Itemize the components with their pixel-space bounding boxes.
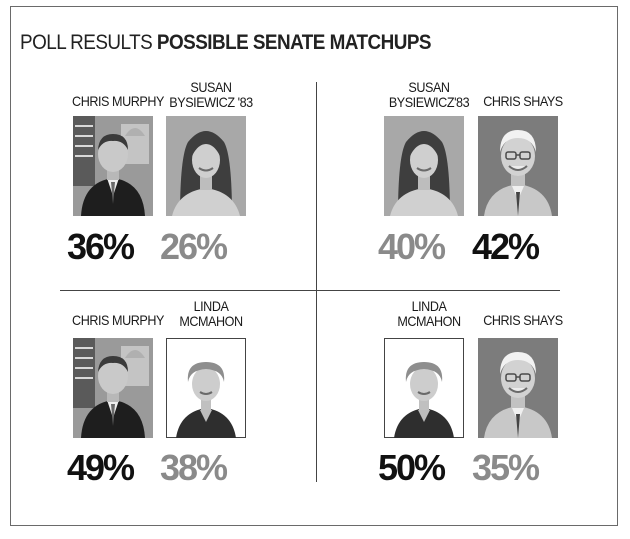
name-line-2: MCMAHON	[397, 313, 461, 329]
title-bold: POSSIBLE SENATE MATCHUPS	[156, 31, 432, 54]
vote-percentage: 38%	[160, 447, 228, 488]
matchup-mcmahon-shays: LINDA MCMAHON 50% CHRIS SHAYS 35%	[378, 299, 630, 513]
chart-title: POLL RESULTS POSSIBLE SENATE MATCHUPS	[20, 31, 432, 55]
shays-portrait	[478, 338, 558, 438]
horizontal-divider	[60, 290, 560, 291]
bysiewicz-portrait	[384, 116, 464, 216]
name-line-1: SUSAN	[190, 79, 232, 95]
vertical-divider	[316, 82, 317, 482]
vote-percentage: 35%	[472, 447, 540, 488]
candidate-name: LINDA MCMAHON	[371, 299, 488, 329]
name-line-2: BYSIEWICZ '83	[169, 94, 253, 110]
vote-percentage: 42%	[472, 226, 540, 267]
mcmahon-portrait	[166, 338, 246, 438]
candidate-name: LINDA MCMAHON	[153, 299, 270, 329]
vote-percentage: 26%	[160, 226, 228, 267]
shays-portrait	[478, 116, 558, 216]
candidate-name: SUSAN BYSIEWICZ'83	[371, 80, 488, 110]
matchup-murphy-mcmahon: CHRIS MURPHY 49% LINDA MCMAHON 38%	[67, 299, 323, 513]
mcmahon-portrait	[384, 338, 464, 438]
name-line-2: MCMAHON	[179, 313, 243, 329]
matchup-murphy-bysiewicz: CHRIS MURPHY 36% SUSAN BYSIEWICZ '83 26%	[67, 80, 323, 290]
candidate-name: SUSAN BYSIEWICZ '83	[153, 80, 270, 110]
title-light: POLL RESULTS	[20, 31, 153, 54]
poll-frame	[10, 6, 618, 526]
vote-percentage: 40%	[378, 226, 446, 267]
candidate-name: CHRIS SHAYS	[483, 312, 563, 328]
bysiewicz-portrait	[166, 116, 246, 216]
vote-percentage: 49%	[67, 447, 135, 488]
murphy-portrait	[73, 116, 153, 216]
name-line-2: BYSIEWICZ'83	[388, 94, 470, 110]
candidate-name: CHRIS MURPHY	[72, 93, 164, 109]
name-line-1: LINDA	[193, 298, 229, 314]
candidate-name: CHRIS MURPHY	[72, 312, 164, 328]
candidate-name: CHRIS SHAYS	[483, 93, 563, 109]
matchup-bysiewicz-shays: SUSAN BYSIEWICZ'83 40% CHRIS SHAYS 42%	[378, 80, 630, 290]
vote-percentage: 36%	[67, 226, 135, 267]
name-line-1: LINDA	[411, 298, 447, 314]
name-line-1: SUSAN	[408, 79, 450, 95]
murphy-portrait	[73, 338, 153, 438]
vote-percentage: 50%	[378, 447, 446, 488]
